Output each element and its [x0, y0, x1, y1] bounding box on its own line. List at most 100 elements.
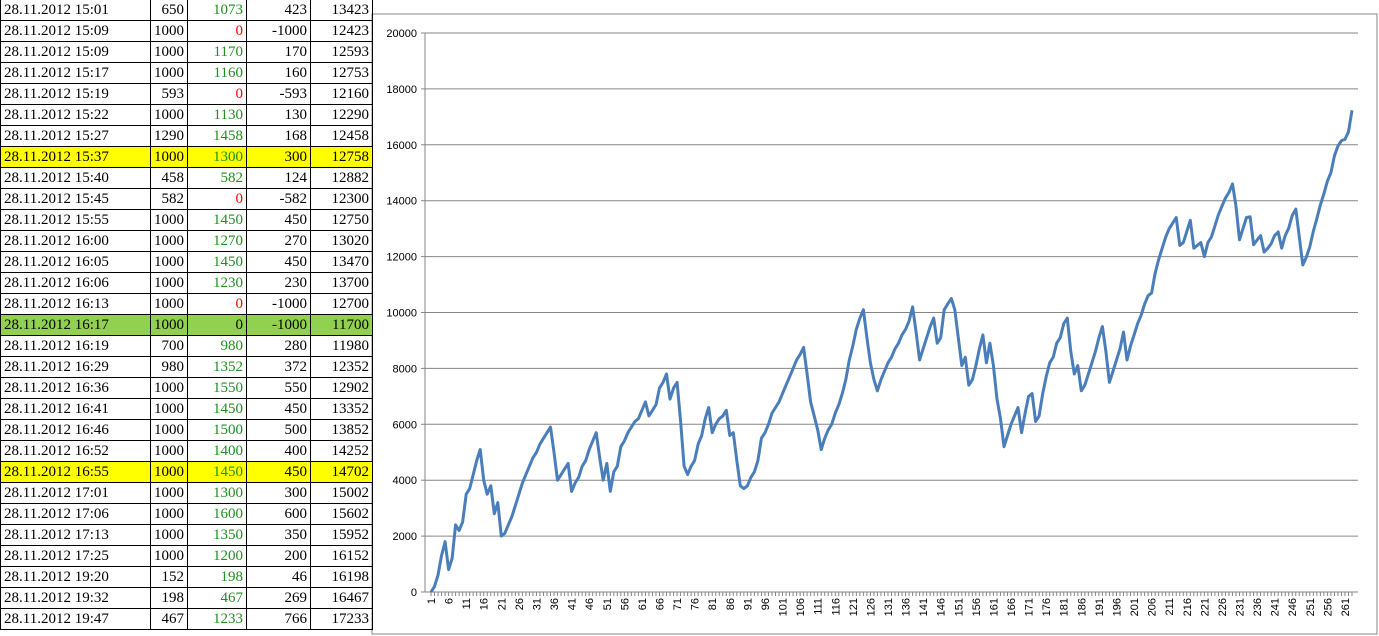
x-tick-label: 56 [619, 598, 631, 610]
x-tick-label: 36 [549, 598, 561, 610]
table-cell: 28.11.2012 15:55 [0, 209, 151, 231]
table-cell: 13470 [310, 251, 373, 273]
x-tick-label: 191 [1094, 598, 1106, 616]
x-tick-label: 176 [1041, 598, 1053, 616]
x-tick-label: 1 [426, 598, 438, 604]
x-tick-label: 206 [1147, 598, 1159, 616]
x-tick-label: 31 [531, 598, 543, 610]
table-cell: 28.11.2012 16:19 [0, 335, 151, 357]
table-cell: 593 [150, 83, 188, 105]
table-cell: 1000 [150, 503, 188, 525]
table-cell: 1170 [187, 41, 247, 63]
x-tick-label: 181 [1059, 598, 1071, 616]
table-row: 28.11.2012 16:06 1000 1230 230 13700 [0, 272, 373, 294]
table-row: 28.11.2012 15:27 1290 1458 168 12458 [0, 125, 373, 147]
table-cell: 46 [246, 566, 311, 588]
x-tick-label: 61 [637, 598, 649, 610]
table-cell: 28.11.2012 15:27 [0, 125, 151, 147]
x-tick-label: 106 [795, 598, 807, 616]
table-cell: 12290 [310, 104, 373, 126]
x-tick-label: 186 [1076, 598, 1088, 616]
table-cell: 1000 [150, 377, 188, 399]
x-tick-label: 196 [1111, 598, 1123, 616]
table-cell: 1000 [150, 20, 188, 42]
x-tick-label: 146 [936, 598, 948, 616]
table-cell: 28.11.2012 17:13 [0, 524, 151, 546]
table-row: 28.11.2012 17:25 1000 1200 200 16152 [0, 545, 373, 567]
table-row: 28.11.2012 15:40 458 582 124 12882 [0, 167, 373, 189]
table-cell: 16467 [310, 587, 373, 609]
table-cell: 28.11.2012 16:55 [0, 461, 151, 483]
table-cell: 28.11.2012 15:19 [0, 83, 151, 105]
x-tick-label: 161 [988, 598, 1000, 616]
table-cell: 1130 [187, 104, 247, 126]
table-cell: 28.11.2012 16:13 [0, 293, 151, 315]
table-cell: 1350 [187, 524, 247, 546]
table-cell: 11980 [310, 335, 373, 357]
table-cell: 1233 [187, 608, 247, 630]
table-cell: 1000 [150, 41, 188, 63]
table-cell: 1600 [187, 503, 247, 525]
table-cell: 28.11.2012 16:06 [0, 272, 151, 294]
table-cell: 160 [246, 62, 311, 84]
x-tick-label: 76 [690, 598, 702, 610]
y-tick-label: 10000 [386, 308, 417, 320]
table-cell: 17233 [310, 608, 373, 630]
table-cell: -1000 [246, 20, 311, 42]
table-row: 28.11.2012 15:01 650 1073 423 13423 [0, 0, 373, 21]
table-cell: 13852 [310, 419, 373, 441]
y-tick-label: 8000 [393, 363, 417, 375]
table-row: 28.11.2012 15:45 582 0 -582 12300 [0, 188, 373, 210]
x-tick-label: 121 [848, 598, 860, 616]
table-cell: 28.11.2012 15:01 [0, 0, 151, 21]
y-tick-label: 2000 [393, 531, 417, 543]
table-cell: 1000 [150, 62, 188, 84]
table-cell: 600 [246, 503, 311, 525]
table-cell: 1000 [150, 230, 188, 252]
table-cell: 200 [246, 545, 311, 567]
table-row: 28.11.2012 15:55 1000 1450 450 12750 [0, 209, 373, 231]
table-cell: 124 [246, 167, 311, 189]
table-cell: 198 [187, 566, 247, 588]
table-cell: 28.11.2012 15:37 [0, 146, 151, 168]
table-cell: 28.11.2012 16:41 [0, 398, 151, 420]
table-cell: 1352 [187, 356, 247, 378]
x-tick-label: 111 [813, 598, 825, 615]
table-cell: 1450 [187, 461, 247, 483]
table-cell: 13352 [310, 398, 373, 420]
table-cell: 270 [246, 230, 311, 252]
table-cell: 700 [150, 335, 188, 357]
x-tick-label: 216 [1182, 598, 1194, 616]
table-cell: 550 [246, 377, 311, 399]
table-cell: 12758 [310, 146, 373, 168]
table-cell: 350 [246, 524, 311, 546]
x-tick-label: 51 [602, 598, 614, 610]
table-cell: 12750 [310, 209, 373, 231]
table-cell: 28.11.2012 16:36 [0, 377, 151, 399]
table-cell: 170 [246, 41, 311, 63]
table-row: 28.11.2012 15:17 1000 1160 160 12753 [0, 62, 373, 84]
table-cell: 1000 [150, 293, 188, 315]
table-cell: 14702 [310, 461, 373, 483]
table-cell: -1000 [246, 293, 311, 315]
y-tick-label: 20000 [386, 28, 417, 40]
table-cell: 980 [187, 335, 247, 357]
table-cell: 12352 [310, 356, 373, 378]
table-cell: 300 [246, 482, 311, 504]
x-tick-label: 136 [901, 598, 913, 616]
table-cell: 0 [187, 314, 247, 336]
table-cell: 28.11.2012 15:22 [0, 104, 151, 126]
table-cell: 450 [246, 209, 311, 231]
x-tick-label: 66 [654, 598, 666, 610]
table-cell: -582 [246, 188, 311, 210]
x-tick-label: 6 [444, 598, 456, 604]
table-cell: 1450 [187, 398, 247, 420]
table-cell: 28.11.2012 16:29 [0, 356, 151, 378]
table-cell: 1300 [187, 146, 247, 168]
table-cell: 1458 [187, 125, 247, 147]
table-cell: 28.11.2012 17:01 [0, 482, 151, 504]
x-tick-label: 256 [1322, 598, 1334, 616]
table-cell: 12160 [310, 83, 373, 105]
table-row: 28.11.2012 17:13 1000 1350 350 15952 [0, 524, 373, 546]
